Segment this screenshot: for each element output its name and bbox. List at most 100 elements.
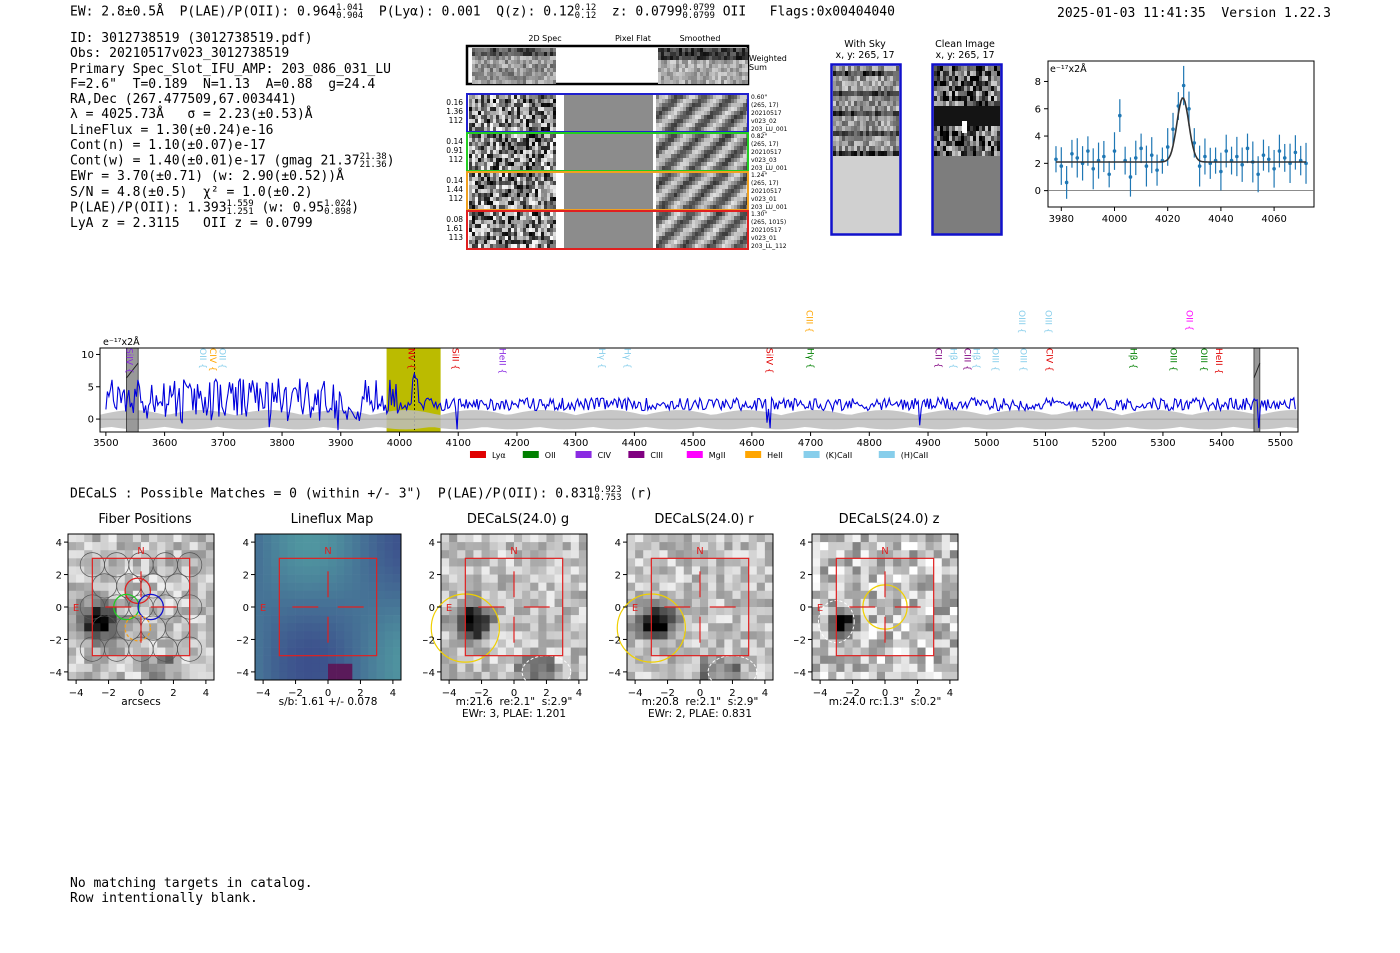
decals-pixel [530, 615, 539, 624]
decals-pixel [132, 647, 142, 656]
spec-pixel [532, 99, 535, 103]
spec-pixel [490, 142, 493, 146]
smoothed-pixel [656, 224, 659, 228]
smoothed-pixel [734, 142, 737, 146]
image-pixel [890, 106, 893, 111]
smoothed-pixel [728, 138, 731, 142]
spec-pixel [469, 103, 472, 107]
smoothed-pixel [734, 166, 737, 170]
spec-pixel [469, 123, 472, 127]
spec-pixel [553, 134, 556, 138]
decals-pixel [181, 598, 190, 608]
spec-pixel [550, 107, 553, 111]
image-pixel [949, 71, 952, 76]
smoothed-pixel [677, 232, 680, 236]
weighted-sum-pixel [517, 72, 520, 76]
decals-pixel [562, 582, 572, 592]
spec-pixel [499, 224, 502, 228]
weighted-sum-pixel [523, 72, 526, 76]
image-pixel [842, 141, 845, 146]
image-pixel [869, 101, 872, 106]
image-pixel [842, 116, 845, 121]
spec-pixel [484, 111, 487, 115]
decals-pixel [84, 598, 93, 608]
decals-pixel [344, 631, 353, 640]
smoothed-pixel [737, 181, 740, 185]
decals-pixel [635, 639, 644, 648]
weighted-sum-pixel [505, 52, 508, 56]
smoothed-pixel [707, 240, 710, 244]
image-pixel [851, 116, 854, 121]
weighted-sum-pixel [514, 56, 517, 60]
image-pixel [940, 136, 943, 141]
spec-pixel [547, 111, 550, 115]
smoothed-pixel [728, 185, 731, 189]
spectrum-masked-hatch [126, 362, 139, 379]
weighted-sum-pixel [493, 76, 496, 80]
fit-data-point [1064, 180, 1069, 185]
spec-pixel [517, 212, 520, 216]
weighted-sum-pixel [523, 60, 526, 64]
decals-pixel [295, 550, 304, 559]
spec-pixel [520, 205, 523, 209]
spec-pixel [523, 193, 526, 197]
image-pixel [946, 106, 949, 111]
decals-pixel [505, 671, 515, 681]
smoothed-pixel [719, 119, 722, 123]
decals-pixel [514, 542, 523, 551]
spec-pixel [508, 166, 511, 170]
smoothed-pixel [668, 232, 671, 236]
image-pixel [884, 91, 887, 96]
spec-pixel [496, 212, 499, 216]
smoothed-pixel [692, 220, 695, 224]
smoothed-pixel [662, 236, 665, 240]
image-pixel [955, 86, 958, 91]
decals-pixel [392, 574, 402, 583]
divider [653, 95, 656, 131]
decals-pixel [132, 631, 142, 640]
weighted-sum-pixel [484, 60, 487, 64]
image-pixel [979, 141, 982, 146]
decals-pixel [643, 534, 652, 543]
image-pixel [994, 111, 997, 116]
decals-pixel [205, 647, 215, 656]
smoothed-pixel [737, 216, 740, 220]
spec-pixel [487, 189, 490, 193]
fit-data-point [1256, 172, 1260, 177]
spec-pixel [544, 224, 547, 228]
weighted-sum-pixel [508, 68, 511, 72]
smoothed-pixel [674, 224, 677, 228]
spec-pixel [541, 201, 544, 205]
smoothed-pixel [689, 134, 692, 138]
image-pixel [934, 106, 937, 111]
smoothed-pixel [716, 99, 719, 103]
info-contw: Cont(w) = 1.40(±0.01)e-17 (gmag 21.37 [70, 153, 360, 169]
decals-pixel [263, 615, 272, 624]
smoothed-pixel [722, 189, 725, 193]
decals-pixel [635, 615, 644, 624]
smoothed-pixel [689, 232, 692, 236]
decals-pixel [92, 598, 101, 608]
weighted-sum-pixel [472, 52, 475, 56]
decals-pixel [336, 590, 345, 600]
image-pixel [878, 91, 881, 96]
smoothed-pixel [677, 95, 680, 99]
smoothed-pixel [656, 95, 659, 99]
smoothed-pixel [728, 240, 731, 244]
spec-pixel [502, 138, 505, 142]
spec-pixel [508, 95, 511, 99]
fit-data-point [1091, 166, 1096, 171]
spec-pixel [478, 197, 481, 201]
weighted-sum-smoothed-pixel [739, 56, 742, 60]
smoothed-pixel [701, 205, 704, 209]
image-pixel [982, 146, 985, 151]
smoothed-pixel [671, 142, 674, 146]
smoothed-pixel [677, 103, 680, 107]
decals-ytick-label: 4 [56, 538, 62, 549]
smoothed-pixel [737, 119, 740, 123]
weighted-sum-pixel [514, 68, 517, 72]
spec-pixel [526, 185, 529, 189]
spec-pixel [490, 146, 493, 150]
image-pixel [845, 141, 848, 146]
